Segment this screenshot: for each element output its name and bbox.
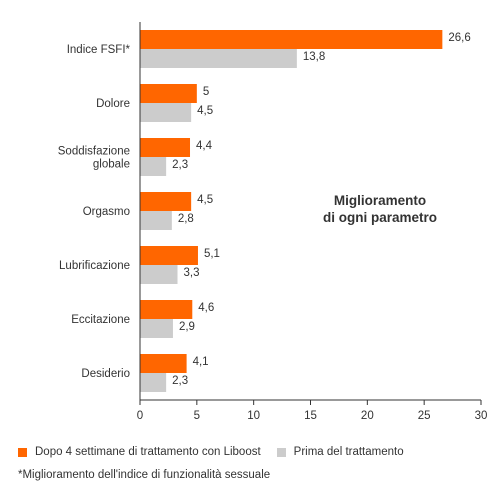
data-label: 4,6: [198, 302, 214, 314]
legend-item-after: Dopo 4 settimane di trattamento con Libo…: [18, 446, 261, 458]
x-tick-label: 30: [475, 410, 488, 422]
x-tick-label: 0: [137, 410, 143, 422]
data-label: 26,6: [448, 32, 470, 44]
data-label: 2,9: [179, 321, 195, 333]
bar: [140, 354, 187, 373]
data-label: 3,3: [184, 267, 200, 279]
category-label: Desiderio: [81, 368, 130, 380]
bar: [140, 138, 191, 157]
category-label: Orgasmo: [83, 206, 130, 218]
chart-annotation: Miglioramento di ogni parametro: [300, 192, 460, 226]
data-label: 5,1: [204, 248, 220, 260]
bar: [140, 246, 198, 265]
x-tick-label: 20: [361, 410, 374, 422]
category-label: Lubrificazione: [59, 260, 130, 272]
legend: Dopo 4 settimane di trattamento con Libo…: [18, 446, 420, 458]
bar: [140, 157, 167, 176]
data-label: 2,3: [172, 159, 188, 171]
data-label: 4,1: [193, 356, 209, 368]
bar: [140, 192, 192, 211]
data-label: 5: [203, 86, 209, 98]
bar: [140, 49, 297, 68]
category-label: globale: [93, 159, 130, 171]
bar: [140, 103, 192, 122]
bar: [140, 265, 178, 284]
bar: [140, 30, 443, 49]
data-label: 13,8: [303, 51, 325, 63]
data-label: 2,3: [172, 375, 188, 387]
x-tick-label: 25: [418, 410, 431, 422]
bar: [140, 84, 197, 103]
x-tick-label: 15: [304, 410, 317, 422]
x-tick-label: 5: [194, 410, 200, 422]
category-label: Soddisfazione: [58, 146, 130, 158]
legend-label-before: Prima del trattamento: [293, 446, 404, 458]
legend-item-before: Prima del trattamento: [276, 446, 404, 458]
bar: [140, 373, 167, 392]
category-label: Dolore: [96, 98, 130, 110]
data-label: 4,5: [197, 194, 213, 206]
annotation-line-1: Miglioramento: [333, 193, 427, 208]
legend-label-after: Dopo 4 settimane di trattamento con Libo…: [35, 446, 261, 458]
category-label: Indice FSFI*: [67, 44, 131, 56]
bar: [140, 319, 173, 338]
data-label: 4,5: [197, 105, 213, 117]
bar: [140, 300, 193, 319]
legend-swatch-after: [18, 447, 27, 457]
data-label: 4,4: [196, 140, 213, 152]
data-label: 2,8: [178, 213, 194, 225]
legend-swatch-before: [276, 447, 286, 457]
x-tick-label: 10: [247, 410, 260, 422]
footnote: *Miglioramento dell'indice di funzionali…: [18, 469, 271, 481]
annotation-line-2: di ogni parametro: [322, 210, 437, 225]
bar: [140, 211, 172, 230]
category-label: Eccitazione: [71, 314, 130, 326]
